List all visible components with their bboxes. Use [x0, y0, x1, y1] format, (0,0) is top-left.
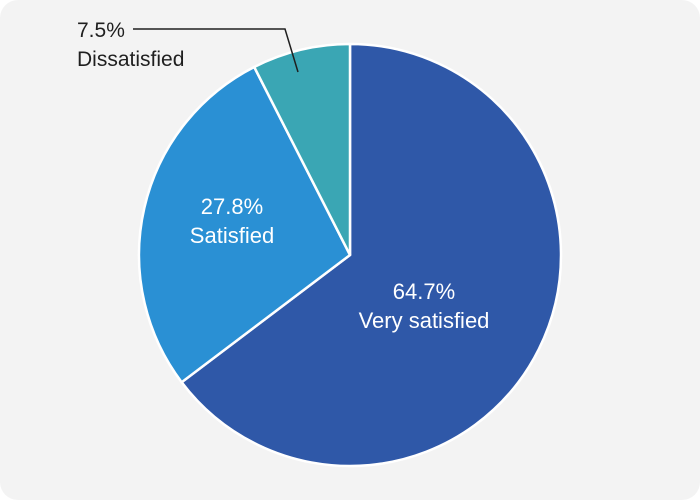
slice-value-label-satisfied: 27.8% — [201, 194, 263, 219]
slice-name-label-dissatisfied: Dissatisfied — [77, 48, 184, 71]
slice-name-label-satisfied: Satisfied — [190, 223, 274, 248]
pie-slice-dissatisfied — [252, 42, 352, 257]
slice-value-label-dissatisfied: 7.5% — [77, 19, 125, 42]
slice-value-label-very-satisfied: 64.7% — [393, 279, 455, 304]
pie-slice-satisfied — [137, 65, 352, 384]
pie-slices — [137, 42, 563, 468]
leader-line-dissatisfied — [133, 28, 299, 73]
pie-labels: 64.7% Very satisfied 27.8% Satisfied 7.5% Dis… — [77, 19, 489, 333]
pie-slice-very-satisfied — [180, 42, 563, 468]
slice-name-label-very-satisfied: Very satisfied — [359, 308, 490, 333]
